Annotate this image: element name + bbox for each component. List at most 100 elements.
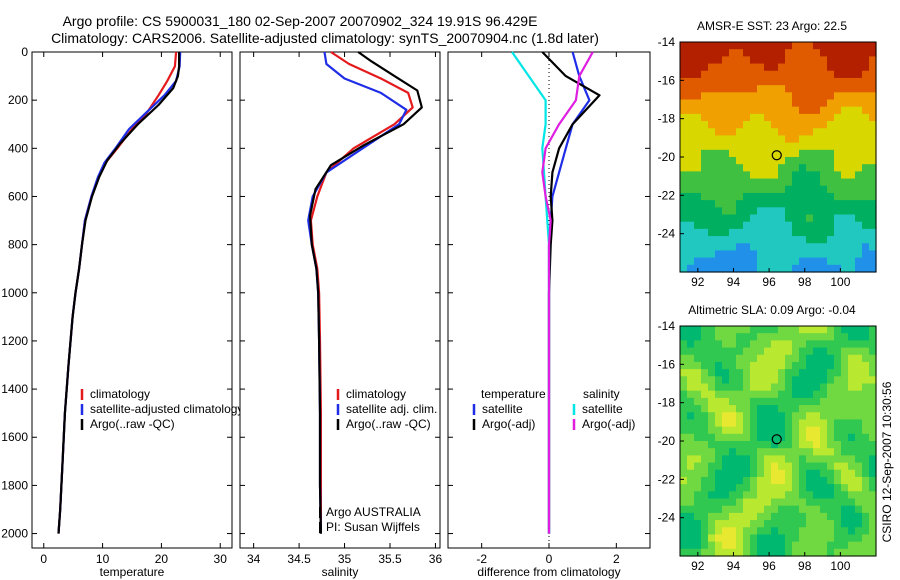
heatmap-cell (708, 512, 716, 521)
heatmap-cell (799, 149, 807, 158)
heatmap-cell (827, 405, 835, 413)
heatmap-cell (862, 354, 870, 363)
heatmap-cell (827, 419, 835, 428)
heatmap-cell (855, 534, 863, 543)
heatmap-cell (750, 376, 758, 385)
heatmap-cell (757, 405, 765, 413)
heatmap-cell (869, 171, 877, 180)
heatmap-cell (855, 250, 863, 259)
heatmap-cell (834, 85, 842, 93)
heatmap-cell (757, 333, 765, 341)
heatmap-cell (757, 476, 765, 485)
heatmap-cell (771, 157, 779, 165)
heatmap-cell (827, 469, 835, 478)
heatmap-cell (792, 142, 800, 151)
heatmap-cell (715, 548, 723, 557)
heatmap-cell (764, 85, 772, 93)
heatmap-cell (820, 469, 828, 478)
heatmap-cell (848, 354, 856, 363)
heatmap-cell (848, 264, 856, 273)
heatmap-cell (687, 369, 695, 377)
heatmap-cell (785, 340, 793, 349)
heatmap-cell (687, 462, 695, 471)
side-stamp-label: CSIRO 12-Sep-2007 10:30:56 (880, 381, 894, 542)
heatmap-cell (722, 214, 730, 223)
heatmap-cell (708, 56, 716, 65)
heatmap-cell (813, 390, 821, 399)
heatmap-cell (729, 85, 737, 93)
heatmap-cell (827, 361, 835, 370)
heatmap-cell (750, 214, 758, 223)
heatmap-cell (855, 455, 863, 464)
heatmap-cell (792, 498, 800, 507)
heatmap-cell (743, 164, 751, 172)
heatmap-cell (813, 354, 821, 363)
heatmap-cell (799, 106, 807, 115)
heatmap-cell (729, 113, 737, 122)
heatmap-cell (736, 326, 744, 334)
heatmap-cell (869, 527, 877, 536)
heatmap-cell (729, 484, 737, 492)
heatmap-cell (862, 164, 870, 172)
heatmap-cell (736, 121, 744, 129)
heatmap-cell (701, 397, 709, 406)
heatmap-cell (799, 221, 807, 230)
heatmap-cell (757, 178, 765, 187)
heatmap-cell (813, 405, 821, 413)
x-tick-label: 0 (546, 552, 553, 566)
heatmap-cell (841, 455, 849, 464)
heatmap-cell (785, 56, 793, 65)
heatmap-cell (687, 236, 695, 244)
heatmap-cell (813, 56, 821, 65)
heatmap-cell (820, 527, 828, 536)
heatmap-cell (715, 469, 723, 478)
heatmap-cell (687, 192, 695, 201)
heatmap-cell (869, 520, 877, 528)
heatmap-cell (715, 128, 723, 137)
heatmap-cell (757, 214, 765, 223)
heatmap-cell (778, 512, 786, 521)
heatmap-cell (806, 361, 814, 370)
heatmap-cell (701, 99, 709, 108)
heatmap-cell (834, 397, 842, 406)
heatmap-cell (862, 491, 870, 500)
heatmap-cell (694, 250, 702, 259)
heatmap-cell (771, 333, 779, 341)
heatmap-cell (750, 92, 758, 101)
heatmap-cell (869, 192, 877, 201)
heatmap-cell (834, 448, 842, 456)
heatmap-cell (813, 520, 821, 528)
heatmap-cell (757, 63, 765, 72)
heatmap-cell (722, 257, 730, 266)
heatmap-cell (827, 455, 835, 464)
heatmap-cell (687, 455, 695, 464)
heatmap-cell (869, 70, 877, 79)
heatmap-cell (855, 214, 863, 223)
heatmap-cell (855, 541, 863, 550)
heatmap-cell (785, 419, 793, 428)
heatmap-cell (694, 92, 702, 101)
heatmap-cell (708, 200, 716, 208)
heatmap-cell (771, 462, 779, 471)
heatmap-cell (715, 505, 723, 514)
heatmap-cell (841, 491, 849, 500)
heatmap-cell (687, 228, 695, 237)
heatmap-cell (799, 56, 807, 65)
heatmap-cell (729, 326, 737, 334)
heatmap-cell (708, 441, 716, 449)
heatmap-cell (729, 419, 737, 428)
heatmap-cell (708, 534, 716, 543)
heatmap-cell (680, 171, 688, 180)
heatmap-cell (848, 390, 856, 399)
heatmap-cell (680, 221, 688, 230)
heatmap-cell (799, 42, 807, 50)
heatmap-cell (680, 257, 688, 266)
heatmap-cell (848, 142, 856, 151)
heatmap-cell (701, 333, 709, 341)
heatmap-cell (848, 106, 856, 115)
heatmap-cell (771, 92, 779, 101)
heatmap-cell (687, 405, 695, 413)
heatmap-cell (778, 113, 786, 122)
heatmap-cell (806, 505, 814, 514)
heatmap-cell (855, 157, 863, 165)
